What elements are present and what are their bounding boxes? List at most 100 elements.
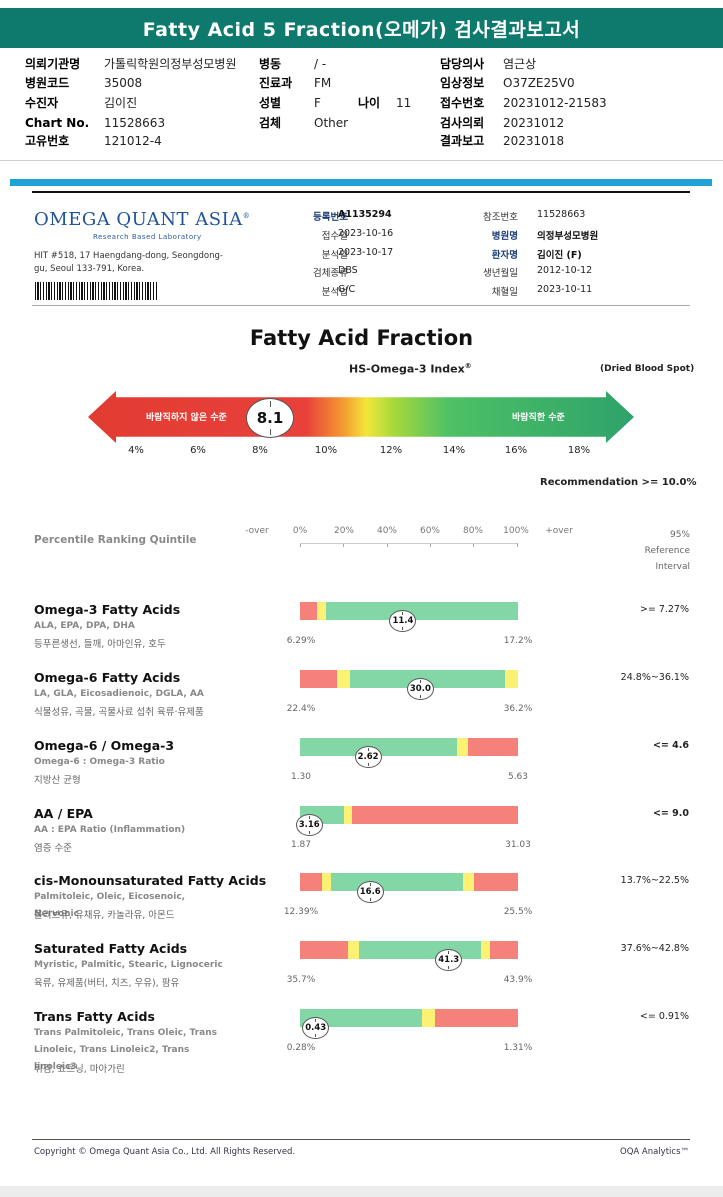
scale-axis bbox=[300, 543, 517, 544]
header-value: 121012-4 bbox=[104, 134, 162, 148]
page-bottom bbox=[0, 1186, 723, 1197]
header-key: 결과보고 bbox=[440, 134, 485, 148]
row-korean-desc: 올리브유, 유채유, 카놀라유, 아몬드 bbox=[34, 910, 175, 921]
header-key: 진료과 bbox=[259, 76, 293, 90]
header-key: 수진자 bbox=[25, 96, 59, 110]
range-min: 6.29% bbox=[286, 636, 316, 646]
value-marker: 2.62 bbox=[354, 746, 382, 768]
quintile-bar bbox=[300, 941, 518, 959]
row-title: cis-Monounsaturated Fatty Acids bbox=[34, 873, 267, 888]
bar-segment-red bbox=[300, 873, 322, 891]
bar-segment-yellow bbox=[317, 602, 327, 620]
lab-logo-mark: ® bbox=[242, 212, 251, 220]
bar-segment-green bbox=[300, 738, 457, 756]
range-min: 1.87 bbox=[290, 840, 312, 850]
scale-tick bbox=[473, 543, 474, 547]
bar-segment-red bbox=[300, 602, 318, 620]
header-value: / - bbox=[314, 57, 327, 71]
sample-type: (Dried Blood Spot) bbox=[600, 364, 695, 374]
index-tick: 10% bbox=[314, 445, 338, 456]
row-korean-desc: 염증 수준 bbox=[34, 843, 72, 854]
lab-address: HIT #518, 17 Haengdang-dong, Seongdong-g… bbox=[34, 251, 223, 274]
header-key: 임상정보 bbox=[440, 76, 485, 90]
value-marker: 3.16 bbox=[295, 814, 323, 836]
scale-tick bbox=[387, 543, 388, 547]
bar-segment-yellow bbox=[480, 941, 490, 959]
index-reg-mark: ® bbox=[464, 362, 472, 370]
header-key: 담당의사 bbox=[440, 57, 485, 71]
panel-value: 2023-10-16 bbox=[338, 228, 394, 239]
bar-segment-yellow bbox=[337, 670, 351, 688]
lab-panel bbox=[32, 191, 690, 306]
panel-key: 접수일 bbox=[321, 231, 348, 242]
header-value: Other bbox=[314, 116, 349, 130]
undesirable-label: 바람직하지 않은 수준 bbox=[146, 413, 227, 423]
scale-label: 20% bbox=[333, 526, 354, 536]
scale-label: -over bbox=[245, 526, 269, 536]
range-min: 1.30 bbox=[290, 772, 312, 782]
header-key: 검사의뢰 bbox=[440, 116, 485, 130]
header-value: 11 bbox=[396, 96, 412, 110]
header-value: 20231012 bbox=[503, 116, 565, 130]
bar-segment-yellow bbox=[504, 670, 518, 688]
header-value: 염근상 bbox=[503, 57, 537, 71]
header-value: 가톨릭학원의정부성모병원 bbox=[104, 57, 237, 71]
index-tick: 8% bbox=[252, 445, 268, 456]
quintile-bar bbox=[300, 873, 518, 891]
row-subtitle: LA, GLA, Eicosadienoic, DGLA, AA bbox=[34, 689, 204, 699]
bar-segment-green bbox=[326, 602, 518, 620]
value-marker: 16.6 bbox=[356, 881, 384, 903]
row-title: Omega-6 Fatty Acids bbox=[34, 670, 181, 685]
header-value: O37ZE25V0 bbox=[503, 76, 575, 90]
scale-tick bbox=[300, 543, 301, 547]
bar-segment-red bbox=[489, 941, 518, 959]
range-max: 17.2% bbox=[503, 636, 533, 646]
row-title: Saturated Fatty Acids bbox=[34, 941, 188, 956]
header-value: 김이진 bbox=[104, 96, 138, 110]
row-subtitle: Palmitoleic, Oleic, Eicosenoic, Nervonic bbox=[34, 892, 186, 919]
panel-key: 환자명 bbox=[491, 250, 518, 261]
index-label: HS-Omega-3 Index® bbox=[349, 362, 472, 376]
row-korean-desc: 등푸른생선, 들깨, 아마인유, 호두 bbox=[34, 639, 166, 650]
scale-label: 60% bbox=[419, 526, 440, 536]
panel-key: 등록번호 bbox=[313, 212, 348, 223]
panel-value: 11528663 bbox=[537, 209, 586, 220]
reference-interval-title: 95% Reference Interval bbox=[630, 527, 690, 575]
scale-tick bbox=[430, 543, 431, 547]
row-korean-desc: 육류, 유제품(버터, 치즈, 우유), 팜유 bbox=[34, 978, 180, 989]
desirable-label: 바람직한 수준 bbox=[512, 413, 565, 423]
footer-divider bbox=[32, 1139, 690, 1140]
scale-tick bbox=[517, 543, 518, 547]
scale-label: +over bbox=[545, 526, 573, 536]
range-min: 35.7% bbox=[286, 975, 316, 985]
lab-tagline: Research Based Laboratory bbox=[93, 233, 202, 241]
recommendation: Recommendation >= 10.0% bbox=[540, 477, 697, 488]
barcode bbox=[35, 282, 157, 300]
header-value: 35008 bbox=[104, 76, 143, 90]
bar-segment-red bbox=[352, 806, 518, 824]
index-tick: 18% bbox=[567, 445, 591, 456]
header-key: 의뢰기관명 bbox=[25, 57, 81, 71]
range-max: 43.9% bbox=[503, 975, 533, 985]
section-title: Fatty Acid Fraction bbox=[249, 326, 474, 350]
index-tick: 16% bbox=[504, 445, 528, 456]
row-title: Omega-3 Fatty Acids bbox=[34, 602, 181, 617]
panel-key: 채혈일 bbox=[491, 287, 518, 298]
bar-segment-yellow bbox=[343, 806, 353, 824]
scale-label: 80% bbox=[462, 526, 483, 536]
header-value: FM bbox=[314, 76, 332, 90]
bar-segment-red bbox=[435, 1009, 518, 1027]
reference-interval: <= 4.6 bbox=[652, 740, 689, 751]
row-subtitle: Omega-6 : Omega-3 Ratio bbox=[34, 757, 165, 767]
report-title: Fatty Acid 5 Fraction(오메가) 검사결과보고서 bbox=[0, 8, 723, 48]
header-key: 병원코드 bbox=[25, 76, 70, 90]
omega3-index-arrow bbox=[88, 391, 634, 443]
scale-label: 100% bbox=[503, 526, 529, 536]
range-max: 5.63 bbox=[507, 772, 529, 782]
header-divider bbox=[0, 160, 723, 161]
header-key: 병동 bbox=[259, 57, 282, 71]
ref-title-1: 95% bbox=[669, 530, 690, 540]
panel-value: 의정부성모병원 bbox=[537, 231, 599, 242]
bar-segment-yellow bbox=[321, 873, 331, 891]
panel-key: 분석일 bbox=[321, 250, 348, 261]
